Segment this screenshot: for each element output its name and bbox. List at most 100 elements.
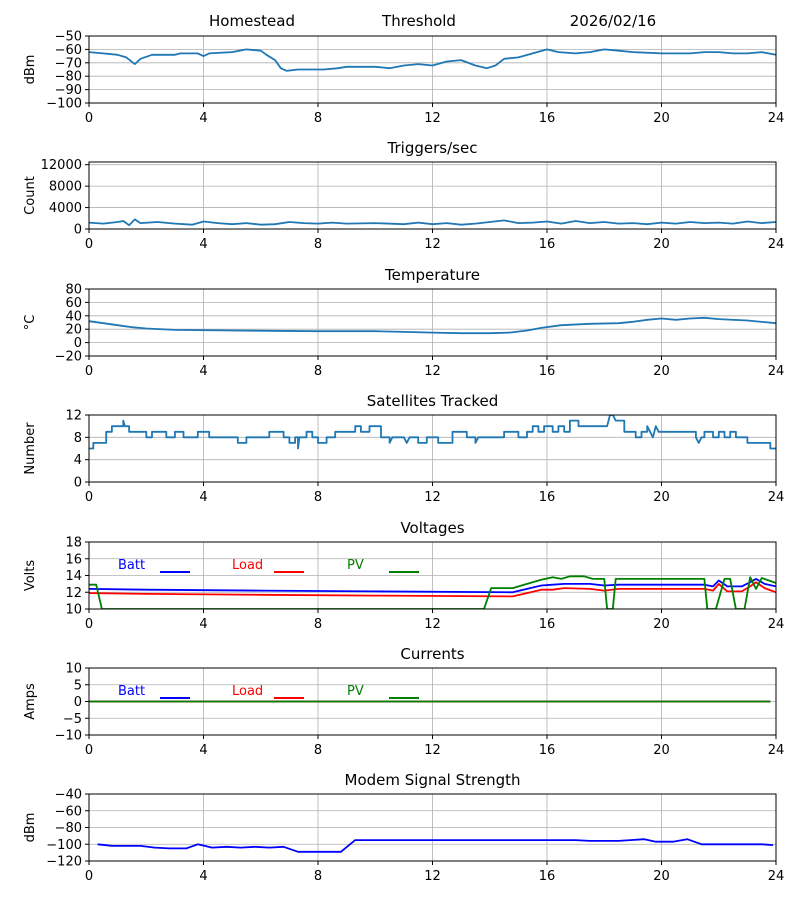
chart-title: Satellites Tracked <box>367 392 498 410</box>
y-tick-label: −50 <box>55 30 82 45</box>
legend-label-pv: PV <box>347 558 364 573</box>
series-line-Batt <box>89 578 776 594</box>
x-tick-label: 8 <box>314 617 322 632</box>
y-axis-label: Count <box>23 176 38 215</box>
y-tick-label: 18 <box>65 536 82 551</box>
header-date: 2026/02/16 <box>570 12 656 30</box>
y-axis-label: °C <box>23 315 38 331</box>
y-tick-label: 40 <box>65 309 82 324</box>
x-tick-label: 8 <box>314 490 322 505</box>
chart-title: Triggers/sec <box>387 139 478 157</box>
x-tick-label: 20 <box>653 364 670 379</box>
chart-panel-1: 0 4 8 12 16 20 24 −100−90−80−70−60−50 dBm <box>23 30 784 127</box>
x-tick-label: 0 <box>85 111 93 126</box>
chart-panel-7: 0 4 8 12 16 20 24 −120 −100 −80 −60−40 Modem Signal… <box>23 771 784 884</box>
y-tick-label: 12 <box>65 586 82 601</box>
x-tick-label: 4 <box>199 869 207 884</box>
y-tick-label: 80 <box>65 283 82 298</box>
x-tick-label: 12 <box>424 869 441 884</box>
x-tick-label: 12 <box>424 364 441 379</box>
x-tick-label: 8 <box>314 869 322 884</box>
x-tick-label: 8 <box>314 237 322 252</box>
series-group <box>89 218 776 227</box>
y-axis-label: dBm <box>23 55 38 85</box>
y-tick-label: 60 <box>65 296 82 311</box>
x-tick-label: 0 <box>85 869 93 884</box>
y-tick-label: 5 <box>74 678 82 693</box>
legend-label-batt: Batt <box>118 558 145 573</box>
y-tick-label: 0 <box>74 223 82 238</box>
y-tick-label: −10 <box>55 729 82 744</box>
series-group <box>97 838 774 853</box>
x-tick-label: 24 <box>768 364 785 379</box>
x-tick-label: 20 <box>653 111 670 126</box>
x-tick-label: 4 <box>199 743 207 758</box>
x-tick-label: 20 <box>653 743 670 758</box>
y-tick-label: −5 <box>63 712 82 727</box>
x-tick-label: 8 <box>314 111 322 126</box>
y-tick-label: −20 <box>55 350 82 365</box>
x-tick-label: 8 <box>314 743 322 758</box>
y-axis-label: Amps <box>23 683 38 720</box>
series-line-temperature <box>89 316 776 335</box>
x-tick-label: 20 <box>653 869 670 884</box>
x-tick-label: 16 <box>539 617 556 632</box>
x-tick-label: 16 <box>539 364 556 379</box>
y-tick-label: 4 <box>74 453 82 468</box>
y-tick-label: 20 <box>65 323 82 338</box>
header-station: Homestead <box>209 12 295 30</box>
y-tick-label: −60 <box>55 43 82 58</box>
x-tick-label: 24 <box>768 743 785 758</box>
y-tick-label: −100 <box>46 97 82 112</box>
x-tick-label: 20 <box>653 490 670 505</box>
series-line-signal <box>89 48 776 72</box>
x-tick-label: 8 <box>314 364 322 379</box>
series-line-PV <box>89 575 776 609</box>
legend: Batt Load PV <box>118 558 419 573</box>
x-tick-label: 12 <box>424 237 441 252</box>
series-line-triggers <box>89 218 776 227</box>
chart-panel-4: 0 4 8 12 16 20 24 0 4 8 12 Satellites Tracked Number <box>23 392 784 505</box>
chart-title: Temperature <box>384 266 480 284</box>
legend-label-load: Load <box>232 684 263 699</box>
series-line-Load <box>89 581 776 598</box>
x-tick-label: 0 <box>85 617 93 632</box>
y-tick-label: −40 <box>55 788 82 803</box>
x-tick-label: 24 <box>768 869 785 884</box>
y-tick-label: 10 <box>65 603 82 618</box>
series-line-modem <box>97 838 774 853</box>
x-tick-label: 16 <box>539 490 556 505</box>
y-axis-label: Number <box>23 422 38 475</box>
x-tick-label: 4 <box>199 364 207 379</box>
series-group <box>89 48 776 72</box>
x-tick-label: 24 <box>768 111 785 126</box>
x-tick-label: 0 <box>85 237 93 252</box>
y-tick-label: 0 <box>74 695 82 710</box>
y-tick-label: −120 <box>46 855 82 870</box>
x-tick-label: 16 <box>539 869 556 884</box>
y-tick-label: 14 <box>65 569 82 584</box>
y-tick-label: 12 <box>65 409 82 424</box>
x-tick-label: 0 <box>85 364 93 379</box>
legend-label-batt: Batt <box>118 684 145 699</box>
y-tick-label: −90 <box>55 83 82 98</box>
y-tick-label: −80 <box>55 70 82 85</box>
chart-panel-2: 0 4 8 12 16 20 24 0 4000 8000 12000 Triggers/sec Cou… <box>23 139 784 252</box>
y-axis-label: dBm <box>23 813 38 843</box>
series-group <box>89 316 776 335</box>
y-tick-label: −70 <box>55 56 82 71</box>
y-tick-label: 4000 <box>49 201 82 216</box>
x-tick-label: 12 <box>424 490 441 505</box>
y-tick-label: 16 <box>65 552 82 567</box>
y-tick-label: −80 <box>55 821 82 836</box>
y-tick-label: 8000 <box>49 180 82 195</box>
chart-title: Currents <box>400 645 464 663</box>
header-mode: Threshold <box>381 12 456 30</box>
x-tick-label: 20 <box>653 617 670 632</box>
y-tick-label: 0 <box>74 336 82 351</box>
x-tick-label: 20 <box>653 237 670 252</box>
x-tick-label: 24 <box>768 617 785 632</box>
legend-label-load: Load <box>232 558 263 573</box>
